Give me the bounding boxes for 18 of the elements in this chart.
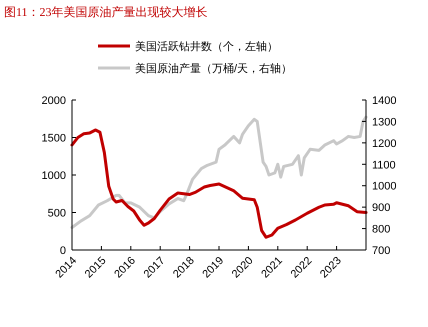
y-tick-label: 0 <box>60 245 66 257</box>
y2-tick-label: 900 <box>372 202 390 214</box>
y-tick-label: 1000 <box>42 170 66 182</box>
chart-title: 图11：23年美国原油产量出现较大增长 <box>4 5 208 19</box>
y2-tick-label: 1400 <box>372 95 396 107</box>
y-tick-label: 500 <box>48 208 66 220</box>
y2-tick-label: 1000 <box>372 180 396 193</box>
legend-label: 美国原油产量（万桶/天，右轴） <box>135 62 292 75</box>
y-tick-label: 1500 <box>42 132 66 144</box>
y2-tick-label: 1200 <box>372 138 396 150</box>
line-series <box>70 116 368 229</box>
y2-tick-label: 700 <box>372 245 390 257</box>
legend-label: 美国活跃钻井数（个，左轴） <box>135 40 278 53</box>
y2-tick-label: 1100 <box>372 159 396 172</box>
line-series <box>70 128 368 239</box>
y2-tick-label: 1300 <box>372 116 396 128</box>
y-tick-label: 2000 <box>42 95 66 107</box>
y2-tick-label: 800 <box>372 224 390 236</box>
